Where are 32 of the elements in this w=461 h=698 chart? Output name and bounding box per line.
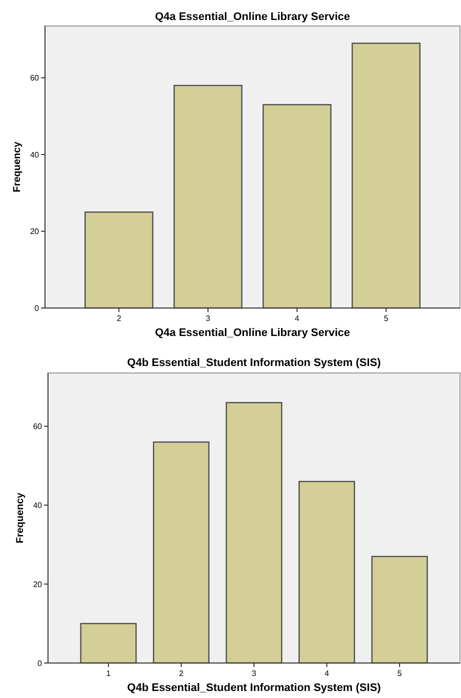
bar	[80, 622, 137, 664]
y-tick-label: 0	[34, 304, 40, 313]
x-tick-label: 1	[106, 669, 112, 678]
bar	[152, 441, 210, 664]
bar	[371, 556, 428, 664]
y-tick-label: 0	[38, 658, 43, 668]
y-tick-label: 40	[30, 150, 40, 160]
y-axis-title: Frequency	[15, 492, 26, 544]
y-tick-label: 60	[30, 74, 40, 83]
bar	[226, 402, 282, 664]
x-axis-title: Q4b Essential_Student Information System (SIS)	[127, 682, 382, 694]
x-axis-title: Q4a Essential_Online Library Service	[154, 327, 350, 339]
x-tick-label: 5	[397, 669, 402, 678]
bar	[174, 84, 242, 309]
x-tick-label: 4	[324, 669, 330, 678]
x-tick-label: 3	[206, 314, 211, 323]
x-tick-label: 2	[178, 669, 184, 678]
chart-title: Q4b Essential_Student Information System (SIS)	[127, 357, 382, 369]
y-axis-title: Frequency	[12, 141, 23, 192]
x-tick-label: 3	[252, 669, 257, 678]
y-tick-label: 60	[33, 422, 43, 432]
chart-title: Q4a Essential_Online Library Service	[154, 11, 350, 23]
x-tick-label: 4	[294, 314, 300, 323]
bar	[298, 480, 356, 664]
bar	[352, 42, 421, 309]
y-tick-label: 20	[33, 580, 43, 589]
x-tick-label: 2	[116, 314, 122, 323]
y-tick-label: 20	[30, 227, 40, 236]
bar	[84, 211, 154, 309]
x-tick-label: 5	[384, 314, 389, 323]
y-tick-label: 40	[33, 500, 43, 510]
bar	[262, 104, 332, 309]
